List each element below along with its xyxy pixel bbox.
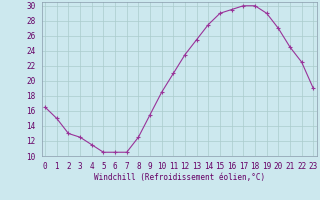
X-axis label: Windchill (Refroidissement éolien,°C): Windchill (Refroidissement éolien,°C) — [94, 173, 265, 182]
